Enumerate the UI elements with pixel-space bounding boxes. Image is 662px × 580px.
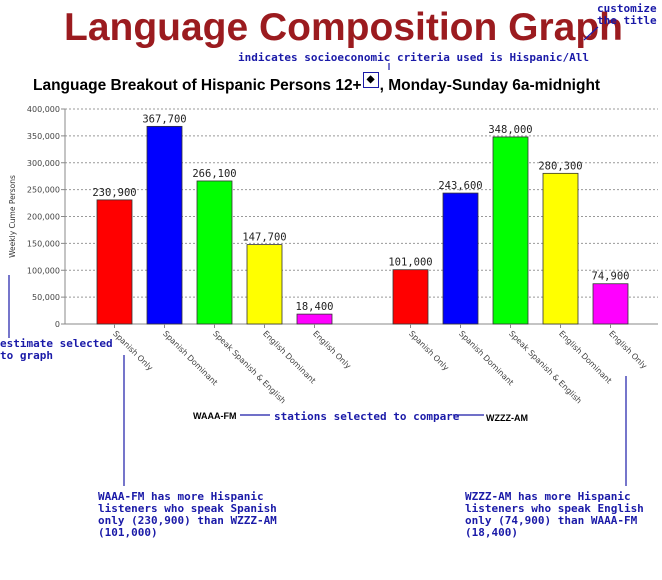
y-tick-label: 350,000 bbox=[27, 132, 60, 141]
bar-value-label: 230,900 bbox=[92, 187, 136, 199]
estimate-note: estimate selected to graph bbox=[0, 338, 113, 362]
bar-value-label: 280,300 bbox=[538, 160, 582, 172]
x-tick-label: English Dominant bbox=[557, 329, 613, 385]
x-tick-label: Spanish Dominant bbox=[161, 329, 219, 387]
bar-value-label: 101,000 bbox=[388, 257, 432, 269]
bar bbox=[542, 172, 579, 325]
x-tick-label: English Dominant bbox=[261, 329, 317, 385]
left-comparison-note: WAAA-FM has more Hispanic listeners who … bbox=[98, 491, 277, 539]
customize-title-note: customize the title bbox=[597, 3, 657, 27]
x-tick-label: Spanish Only bbox=[111, 329, 155, 373]
left-note-line: WAAA-FM has more Hispanic bbox=[98, 490, 264, 503]
customize-connector bbox=[583, 26, 599, 41]
station-left-label: WAAA-FM bbox=[193, 411, 237, 421]
subtitle-text-2: , Monday-Sunday 6a-midnight bbox=[379, 77, 601, 94]
bar bbox=[246, 244, 283, 325]
x-tick-label: English Only bbox=[311, 329, 353, 371]
bar bbox=[592, 283, 629, 325]
estimate-note-line1: estimate selected bbox=[0, 337, 113, 350]
right-note-line: only (74,900) than WAAA-FM bbox=[465, 514, 638, 527]
compare-note: stations selected to compare bbox=[274, 410, 460, 423]
criteria-diamond-icon[interactable]: ◆ bbox=[362, 71, 379, 88]
y-tick-label: 200,000 bbox=[27, 213, 60, 222]
customize-note-line2: the title bbox=[597, 14, 657, 27]
x-tick-label: English Only bbox=[607, 329, 649, 371]
bar-value-label: 18,400 bbox=[296, 301, 334, 313]
bar-value-label: 74,900 bbox=[592, 271, 630, 283]
y-tick-label: 400,000 bbox=[27, 105, 60, 114]
bar bbox=[442, 192, 479, 325]
bar bbox=[146, 125, 183, 325]
customize-note-line1: customize bbox=[597, 2, 657, 15]
bar bbox=[96, 199, 133, 325]
left-note-line: listeners who speak Spanish bbox=[98, 502, 277, 515]
right-note-line: WZZZ-AM has more Hispanic bbox=[465, 490, 631, 503]
left-note-line: only (230,900) than WZZZ-AM bbox=[98, 514, 277, 527]
bar bbox=[296, 313, 333, 325]
bar-value-label: 367,700 bbox=[142, 113, 186, 125]
bar bbox=[392, 269, 429, 325]
y-tick-label: 150,000 bbox=[27, 239, 60, 248]
subtitle-text-1: Language Breakout of Hispanic Persons 12… bbox=[33, 77, 362, 94]
x-tick-label: Spanish Dominant bbox=[457, 329, 515, 387]
right-note-line: listeners who speak English bbox=[465, 502, 644, 515]
bar-value-label: 266,100 bbox=[192, 168, 236, 180]
x-tick-label: Spanish Only bbox=[407, 329, 451, 373]
y-tick-label: 250,000 bbox=[27, 186, 60, 195]
bar-value-label: 147,700 bbox=[242, 232, 286, 244]
bar-value-label: 243,600 bbox=[438, 180, 482, 192]
left-note-line: (101,000) bbox=[98, 526, 158, 539]
right-comparison-note: WZZZ-AM has more Hispanic listeners who … bbox=[465, 491, 644, 539]
bar-value-label: 348,000 bbox=[488, 124, 532, 136]
estimate-note-line2: to graph bbox=[0, 349, 53, 362]
y-tick-label: 50,000 bbox=[32, 293, 60, 302]
bar bbox=[492, 136, 529, 325]
y-tick-label: 300,000 bbox=[27, 159, 60, 168]
y-tick-label: 100,000 bbox=[27, 266, 60, 275]
bar bbox=[196, 180, 233, 325]
right-note-line: (18,400) bbox=[465, 526, 518, 539]
chart-subtitle: Language Breakout of Hispanic Persons 12… bbox=[33, 71, 601, 95]
y-tick-label: 0 bbox=[55, 320, 60, 329]
page-title: Language Composition Graph bbox=[64, 6, 624, 49]
criteria-note: indicates socioeconomic criteria used is… bbox=[238, 51, 589, 64]
station-right-label: WZZZ-AM bbox=[486, 413, 528, 423]
y-axis-label: Weekly Cume Persons bbox=[8, 175, 17, 258]
